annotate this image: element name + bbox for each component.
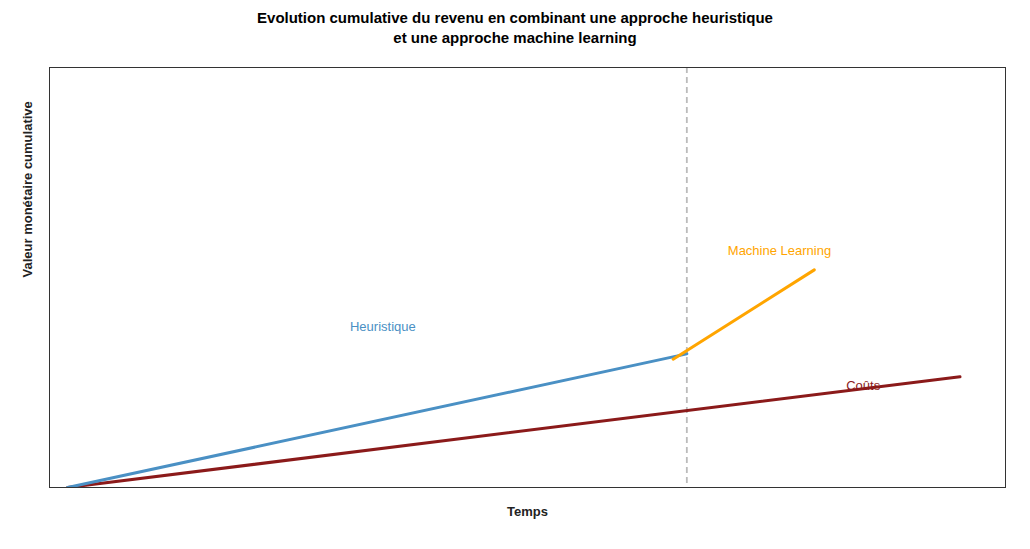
svg-text:Valeur monétaire cumulative: Valeur monétaire cumulative	[20, 101, 35, 277]
svg-text:Heuristique: Heuristique	[350, 319, 416, 334]
svg-text:Temps: Temps	[507, 504, 548, 519]
svg-text:Machine Learning: Machine Learning	[728, 243, 831, 258]
html-text:Evolution cumulative du revenu: Evolution cumulative du revenu en combin…	[257, 9, 773, 46]
svg-text:Coûts: Coûts	[846, 378, 880, 393]
